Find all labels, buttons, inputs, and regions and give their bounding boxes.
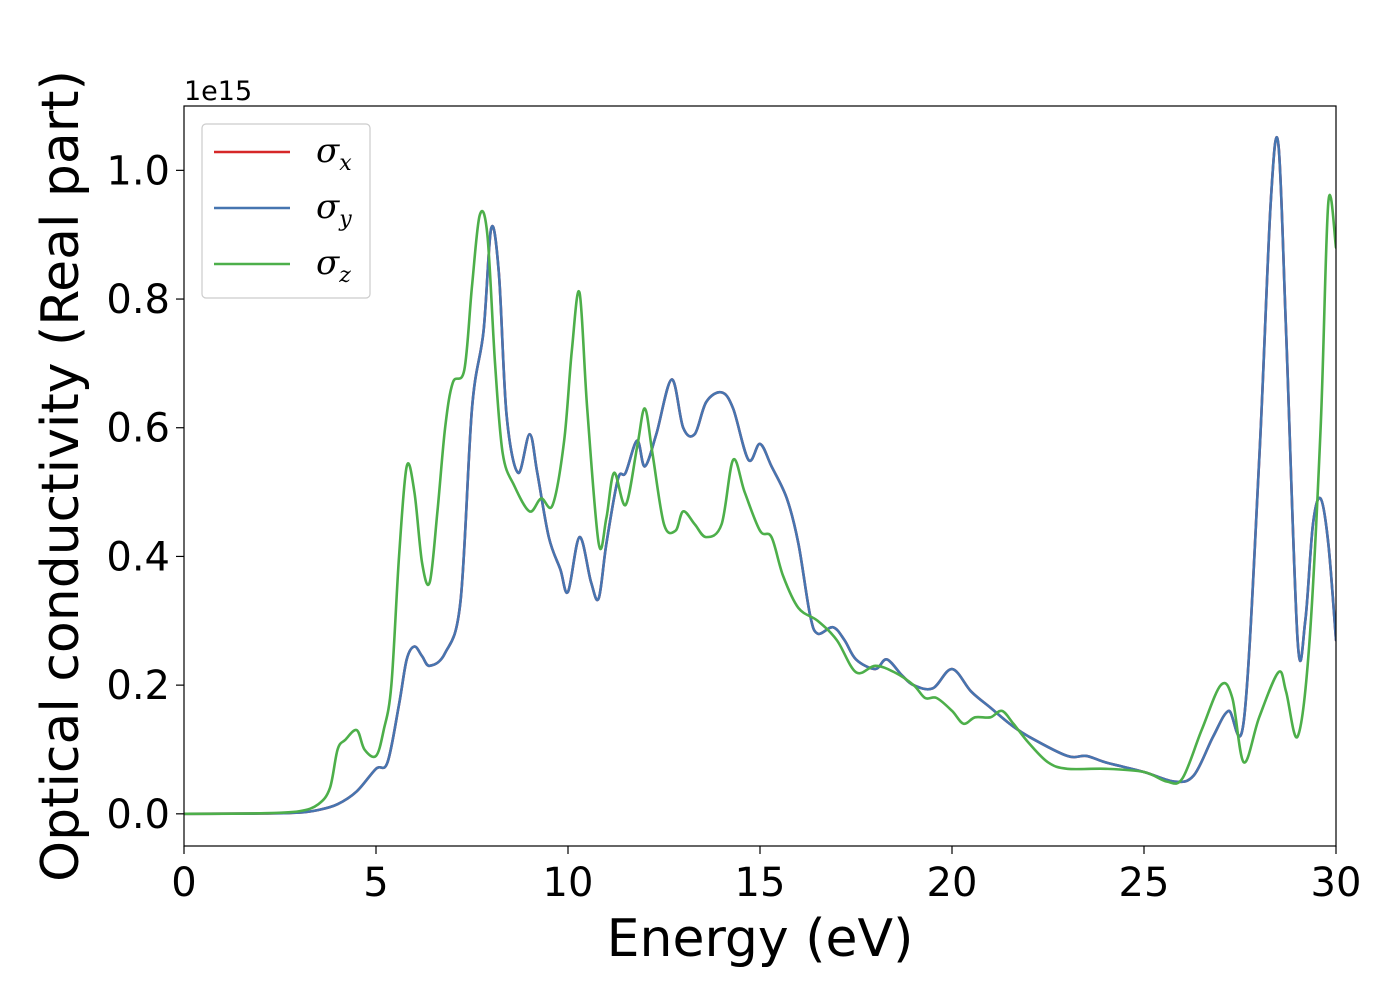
legend-subscript: x xyxy=(339,151,352,176)
x-tick-label: 20 xyxy=(927,860,978,906)
y-tick-label: 1.0 xyxy=(106,148,170,194)
series-line-z xyxy=(184,193,1336,816)
y-tick-label: 0.6 xyxy=(106,406,170,452)
y-tick-label: 0.8 xyxy=(106,277,170,323)
y-tick-label: 0.2 xyxy=(106,663,170,709)
y-tick-label: 0.4 xyxy=(106,534,170,580)
x-tick-label: 25 xyxy=(1119,860,1170,906)
y-tick-label: 0.0 xyxy=(106,792,170,838)
legend-box xyxy=(201,123,371,299)
x-tick-label: 10 xyxy=(543,860,594,906)
series-lines xyxy=(184,136,1336,816)
legend-subscript: y xyxy=(338,207,352,232)
x-tick-label: 15 xyxy=(735,860,786,906)
x-axis-label: Energy (eV) xyxy=(607,909,914,969)
axis-ticks: 0 5 10 15 20 25 30 0.0 0.2 0.4 0.6 0.8 1.0 xyxy=(106,148,1361,906)
x-tick-label: 5 xyxy=(363,860,388,906)
series-line-y xyxy=(184,136,1336,816)
legend-subscript: z xyxy=(338,263,351,288)
y-offset-label: 1e15 xyxy=(184,76,252,107)
y-axis-label: Optical conductivity (Real part) xyxy=(31,70,91,882)
x-tick-label: 0 xyxy=(171,860,196,906)
x-tick-label: 30 xyxy=(1311,860,1362,906)
